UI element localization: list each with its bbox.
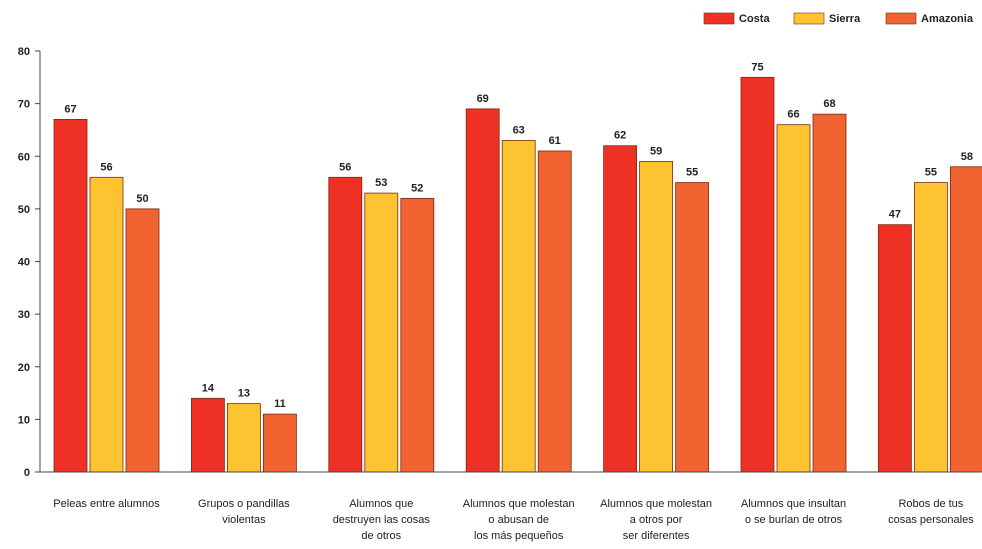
data-label: 55 [686,167,698,179]
legend-swatch-sierra [793,12,825,25]
bar-costa-5 [740,76,775,473]
data-label: 13 [238,388,250,400]
x-axis: Peleas entre alumnos Grupos o pandillas vi… [40,471,980,542]
category-label: ser diferentes [623,530,690,542]
bar-sierra-5 [776,124,811,473]
data-label: 11 [274,398,286,410]
legend-label-costa: Costa [739,13,770,25]
legend-label-sierra: Sierra [829,13,861,25]
data-label: 58 [961,151,973,163]
y-tick-label: 60 [18,151,30,163]
data-label: 59 [650,146,662,158]
bar-costa-0 [53,119,88,473]
category-label: o abusan de [488,514,549,526]
bar-amazonia-4 [675,182,709,473]
data-label: 14 [202,382,215,394]
category-label: Alumnos que insultan [741,498,846,510]
category-label: Peleas entre alumnos [53,498,160,510]
legend-label-amazonia: Amazonia [921,13,974,25]
category-label: Grupos o pandillas [198,498,290,510]
bar-costa-2 [328,176,363,473]
category-label: o se burlan de otros [745,514,843,526]
category-label: destruyen las cosas [333,514,431,526]
bar-sierra-4 [639,161,673,473]
data-label: 67 [64,103,76,115]
bar-sierra-3 [501,140,536,473]
data-label: 47 [889,209,901,221]
bar-sierra-0 [89,176,124,473]
bars: 67 56 50 14 13 11 56 53 52 69 63 61 62 59 55 75 66 68 47 55… [53,61,982,473]
data-label: 53 [375,177,387,189]
y-tick-label: 20 [18,362,30,374]
bar-costa-6 [878,224,912,473]
category-label: los más pequeños [474,530,564,542]
bar-costa-4 [603,145,637,473]
data-label: 50 [136,193,148,205]
category-label: Alumnos que molestan [600,498,712,510]
category-label: de otros [361,530,401,542]
category-label: violentas [222,514,266,526]
bar-costa-1 [190,397,225,473]
y-tick-label: 80 [18,46,30,58]
bar-amazonia-1 [262,413,297,473]
category-label: a otros por [630,514,683,526]
bar-amazonia-2 [400,197,435,473]
category-label: Alumnos que [349,498,413,510]
bar-sierra-6 [914,182,948,473]
data-label: 56 [339,161,351,173]
data-label: 56 [100,161,112,173]
bar-sierra-1 [226,403,261,473]
y-tick-label: 50 [18,204,30,216]
data-label: 52 [411,182,423,194]
bar-amazonia-5 [812,113,847,473]
y-tick-label: 10 [18,414,30,426]
bar-costa-3 [465,108,500,473]
data-label: 66 [787,109,799,121]
bar-sierra-2 [364,192,399,473]
y-axis: 0 10 20 30 40 50 60 70 80 [18,46,41,479]
legend: Costa Sierra Amazonia [703,12,974,25]
data-label: 75 [751,61,763,73]
y-tick-label: 70 [18,99,30,111]
data-label: 62 [614,130,626,142]
category-label: Robos de tus [898,498,963,510]
data-label: 61 [549,135,561,147]
bar-amazonia-3 [537,150,572,473]
bar-amazonia-6 [950,166,982,473]
data-label: 68 [823,98,835,110]
legend-swatch-amazonia [885,12,917,25]
category-label: cosas personales [888,514,974,526]
data-label: 69 [477,93,489,105]
legend-swatch-costa [703,12,735,25]
y-tick-label: 0 [24,467,30,479]
category-label: Alumnos que molestan [463,498,575,510]
y-tick-label: 30 [18,309,30,321]
data-label: 55 [925,167,937,179]
data-label: 63 [513,124,525,136]
bar-amazonia-0 [125,208,160,473]
y-tick-label: 40 [18,257,30,269]
